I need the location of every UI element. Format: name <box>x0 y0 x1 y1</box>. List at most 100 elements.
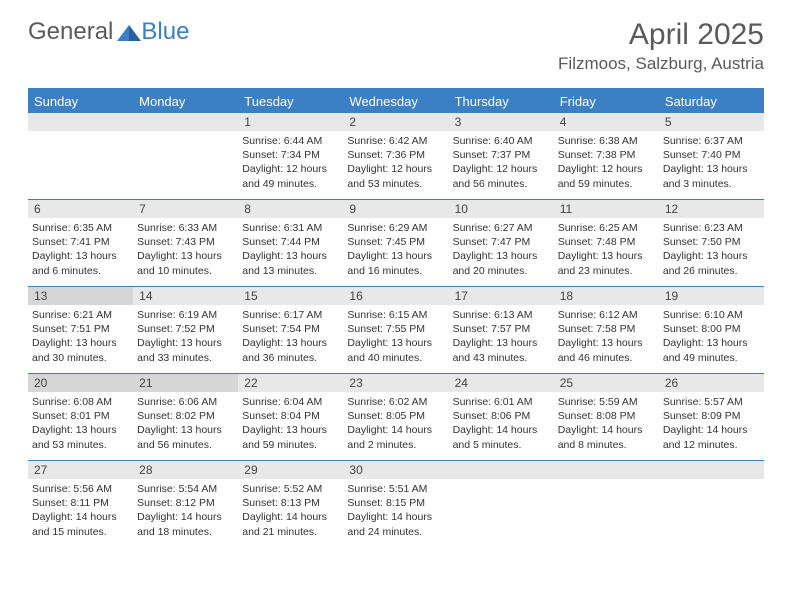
day-cell: 15Sunrise: 6:17 AMSunset: 7:54 PMDayligh… <box>238 287 343 373</box>
day-number: 4 <box>554 113 659 131</box>
calendar: SundayMondayTuesdayWednesdayThursdayFrid… <box>28 88 764 547</box>
day-cell: 4Sunrise: 6:38 AMSunset: 7:38 PMDaylight… <box>554 113 659 199</box>
day-number: 22 <box>238 374 343 392</box>
day-cell: 17Sunrise: 6:13 AMSunset: 7:57 PMDayligh… <box>449 287 554 373</box>
day-details: Sunrise: 6:17 AMSunset: 7:54 PMDaylight:… <box>238 305 343 369</box>
logo-triangle-icon <box>117 23 141 41</box>
day-cell: 9Sunrise: 6:29 AMSunset: 7:45 PMDaylight… <box>343 200 448 286</box>
day-number: 26 <box>659 374 764 392</box>
day-number: 2 <box>343 113 448 131</box>
logo: General Blue <box>28 18 189 46</box>
day-cell: 16Sunrise: 6:15 AMSunset: 7:55 PMDayligh… <box>343 287 448 373</box>
day-details: Sunrise: 6:44 AMSunset: 7:34 PMDaylight:… <box>238 131 343 195</box>
day-cell: 2Sunrise: 6:42 AMSunset: 7:36 PMDaylight… <box>343 113 448 199</box>
day-details: Sunrise: 5:59 AMSunset: 8:08 PMDaylight:… <box>554 392 659 456</box>
day-cell: 10Sunrise: 6:27 AMSunset: 7:47 PMDayligh… <box>449 200 554 286</box>
day-details: Sunrise: 6:35 AMSunset: 7:41 PMDaylight:… <box>28 218 133 282</box>
day-details: Sunrise: 6:19 AMSunset: 7:52 PMDaylight:… <box>133 305 238 369</box>
day-details: Sunrise: 6:13 AMSunset: 7:57 PMDaylight:… <box>449 305 554 369</box>
day-details: Sunrise: 6:40 AMSunset: 7:37 PMDaylight:… <box>449 131 554 195</box>
day-number: 21 <box>133 374 238 392</box>
day-cell: 30Sunrise: 5:51 AMSunset: 8:15 PMDayligh… <box>343 461 448 547</box>
day-details: Sunrise: 6:02 AMSunset: 8:05 PMDaylight:… <box>343 392 448 456</box>
day-cell: 18Sunrise: 6:12 AMSunset: 7:58 PMDayligh… <box>554 287 659 373</box>
week-row: 6Sunrise: 6:35 AMSunset: 7:41 PMDaylight… <box>28 200 764 287</box>
day-number: 18 <box>554 287 659 305</box>
logo-text-1: General <box>28 18 113 46</box>
day-details: Sunrise: 6:31 AMSunset: 7:44 PMDaylight:… <box>238 218 343 282</box>
day-details: Sunrise: 6:15 AMSunset: 7:55 PMDaylight:… <box>343 305 448 369</box>
day-cell: 21Sunrise: 6:06 AMSunset: 8:02 PMDayligh… <box>133 374 238 460</box>
empty-day-header <box>28 113 133 131</box>
week-row: 13Sunrise: 6:21 AMSunset: 7:51 PMDayligh… <box>28 287 764 374</box>
day-cell: 11Sunrise: 6:25 AMSunset: 7:48 PMDayligh… <box>554 200 659 286</box>
day-number: 19 <box>659 287 764 305</box>
day-cell: 5Sunrise: 6:37 AMSunset: 7:40 PMDaylight… <box>659 113 764 199</box>
day-of-week-label: Sunday <box>28 90 133 113</box>
day-details: Sunrise: 6:10 AMSunset: 8:00 PMDaylight:… <box>659 305 764 369</box>
day-number: 20 <box>28 374 133 392</box>
day-number: 28 <box>133 461 238 479</box>
day-of-week-row: SundayMondayTuesdayWednesdayThursdayFrid… <box>28 90 764 113</box>
empty-day-header <box>554 461 659 479</box>
day-cell <box>133 113 238 199</box>
day-cell: 20Sunrise: 6:08 AMSunset: 8:01 PMDayligh… <box>28 374 133 460</box>
day-cell: 6Sunrise: 6:35 AMSunset: 7:41 PMDaylight… <box>28 200 133 286</box>
day-cell: 3Sunrise: 6:40 AMSunset: 7:37 PMDaylight… <box>449 113 554 199</box>
day-cell <box>554 461 659 547</box>
day-cell: 27Sunrise: 5:56 AMSunset: 8:11 PMDayligh… <box>28 461 133 547</box>
week-row: 20Sunrise: 6:08 AMSunset: 8:01 PMDayligh… <box>28 374 764 461</box>
day-cell: 19Sunrise: 6:10 AMSunset: 8:00 PMDayligh… <box>659 287 764 373</box>
day-details: Sunrise: 5:54 AMSunset: 8:12 PMDaylight:… <box>133 479 238 543</box>
month-title: April 2025 <box>558 18 764 52</box>
day-cell: 29Sunrise: 5:52 AMSunset: 8:13 PMDayligh… <box>238 461 343 547</box>
logo-text-2: Blue <box>141 18 189 46</box>
day-of-week-label: Thursday <box>449 90 554 113</box>
empty-day-header <box>133 113 238 131</box>
day-details: Sunrise: 5:57 AMSunset: 8:09 PMDaylight:… <box>659 392 764 456</box>
day-number: 24 <box>449 374 554 392</box>
day-number: 8 <box>238 200 343 218</box>
day-cell: 7Sunrise: 6:33 AMSunset: 7:43 PMDaylight… <box>133 200 238 286</box>
day-cell: 24Sunrise: 6:01 AMSunset: 8:06 PMDayligh… <box>449 374 554 460</box>
day-number: 12 <box>659 200 764 218</box>
day-number: 15 <box>238 287 343 305</box>
day-number: 5 <box>659 113 764 131</box>
day-details: Sunrise: 6:23 AMSunset: 7:50 PMDaylight:… <box>659 218 764 282</box>
day-cell: 13Sunrise: 6:21 AMSunset: 7:51 PMDayligh… <box>28 287 133 373</box>
location: Filzmoos, Salzburg, Austria <box>558 54 764 74</box>
empty-day-header <box>449 461 554 479</box>
day-details: Sunrise: 6:42 AMSunset: 7:36 PMDaylight:… <box>343 131 448 195</box>
day-details: Sunrise: 6:21 AMSunset: 7:51 PMDaylight:… <box>28 305 133 369</box>
day-details: Sunrise: 5:51 AMSunset: 8:15 PMDaylight:… <box>343 479 448 543</box>
day-number: 14 <box>133 287 238 305</box>
day-number: 30 <box>343 461 448 479</box>
day-number: 11 <box>554 200 659 218</box>
day-number: 1 <box>238 113 343 131</box>
week-row: 1Sunrise: 6:44 AMSunset: 7:34 PMDaylight… <box>28 113 764 200</box>
day-number: 16 <box>343 287 448 305</box>
day-cell: 22Sunrise: 6:04 AMSunset: 8:04 PMDayligh… <box>238 374 343 460</box>
day-cell: 23Sunrise: 6:02 AMSunset: 8:05 PMDayligh… <box>343 374 448 460</box>
day-number: 7 <box>133 200 238 218</box>
day-details: Sunrise: 6:12 AMSunset: 7:58 PMDaylight:… <box>554 305 659 369</box>
day-number: 23 <box>343 374 448 392</box>
day-cell: 12Sunrise: 6:23 AMSunset: 7:50 PMDayligh… <box>659 200 764 286</box>
day-details: Sunrise: 6:06 AMSunset: 8:02 PMDaylight:… <box>133 392 238 456</box>
week-row: 27Sunrise: 5:56 AMSunset: 8:11 PMDayligh… <box>28 461 764 547</box>
day-number: 29 <box>238 461 343 479</box>
day-number: 9 <box>343 200 448 218</box>
day-cell: 28Sunrise: 5:54 AMSunset: 8:12 PMDayligh… <box>133 461 238 547</box>
day-details: Sunrise: 5:52 AMSunset: 8:13 PMDaylight:… <box>238 479 343 543</box>
day-cell: 26Sunrise: 5:57 AMSunset: 8:09 PMDayligh… <box>659 374 764 460</box>
empty-day-header <box>659 461 764 479</box>
day-number: 6 <box>28 200 133 218</box>
day-details: Sunrise: 6:25 AMSunset: 7:48 PMDaylight:… <box>554 218 659 282</box>
day-cell <box>449 461 554 547</box>
day-number: 17 <box>449 287 554 305</box>
day-of-week-label: Friday <box>554 90 659 113</box>
day-number: 27 <box>28 461 133 479</box>
day-of-week-label: Wednesday <box>343 90 448 113</box>
weeks-grid: 1Sunrise: 6:44 AMSunset: 7:34 PMDaylight… <box>28 113 764 547</box>
day-number: 25 <box>554 374 659 392</box>
